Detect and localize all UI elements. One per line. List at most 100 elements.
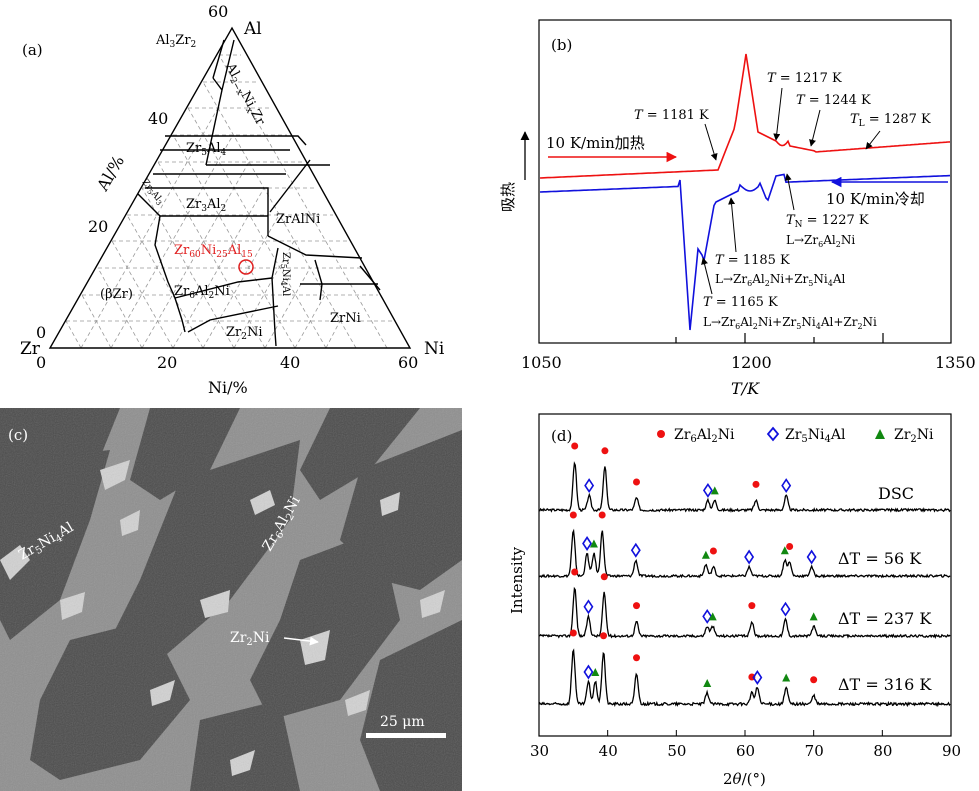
xrd-marker-3-4 bbox=[633, 654, 641, 662]
xrd-x-ticks: 30 40 50 60 70 80 90 bbox=[530, 730, 961, 760]
ann-1181-arrow bbox=[704, 123, 718, 161]
xrd-marker-0-1 bbox=[584, 478, 595, 494]
phase-zr5ni4al: Zr5Ni4Al bbox=[279, 252, 291, 296]
ann-1165-reaction: L→Zr6Al2Ni+Zr5Ni4Al+Zr2Ni bbox=[703, 315, 877, 331]
sem-phase-zr2ni: Zr2Ni bbox=[230, 630, 270, 648]
vertex-zr: Zr bbox=[20, 339, 41, 359]
xrd-curve-2 bbox=[538, 586, 951, 639]
ann-1165: T = 1165 K bbox=[703, 295, 778, 310]
sem-texture bbox=[0, 408, 462, 791]
phase-bzr: (βZr) bbox=[100, 287, 133, 302]
xrd-marker-3-1 bbox=[583, 664, 594, 680]
legend-zr6al2ni: Zr6Al2Ni bbox=[674, 427, 735, 445]
alloy-label: Zr60Ni25Al15 bbox=[174, 243, 253, 260]
xrd-marker-2-6 bbox=[748, 602, 756, 610]
xrd-marker-2-8 bbox=[809, 612, 818, 621]
ann-1181: T = 1181 K bbox=[634, 108, 709, 123]
phase-zr3al2: Zr3Al2 bbox=[186, 197, 226, 214]
series-label-237k: ΔT = 237 K bbox=[838, 609, 932, 628]
series-label-316k: ΔT = 316 K bbox=[838, 675, 932, 694]
scale-label: 25 μm bbox=[380, 714, 425, 730]
xrd-marker-2-4 bbox=[702, 608, 713, 624]
phase-zr5al3: Zr5Al3 bbox=[139, 178, 165, 208]
xrd-marker-1-1 bbox=[582, 536, 593, 551]
ann-1185: T = 1185 K bbox=[715, 253, 790, 268]
ann-1244-arrow bbox=[809, 109, 821, 147]
sem-zr2ni-arrow bbox=[283, 636, 319, 646]
ann-tl-arrow bbox=[865, 130, 881, 150]
xrd-marker-1-2 bbox=[589, 539, 598, 548]
xrd-marker-3-5 bbox=[703, 679, 712, 687]
xrd-marker-2-2 bbox=[600, 573, 608, 581]
xrd-marker-1-3 bbox=[598, 511, 606, 519]
cooling-curve bbox=[539, 173, 951, 331]
xrd-marker-1-9 bbox=[786, 543, 794, 550]
xrd-marker-0-0 bbox=[571, 442, 579, 450]
ann-1185-reaction: L→Zr6Al2Ni+Zr5Ni4Al bbox=[715, 272, 845, 288]
xrd-marker-1-10 bbox=[806, 549, 817, 565]
xrd-tick-label-60: 60 bbox=[736, 742, 755, 760]
series-label-56k: ΔT = 56 K bbox=[838, 549, 922, 568]
panel-d: (d) 30 40 50 60 70 80 90 Intensity 2θ/(°) Zr6A… bbox=[508, 413, 961, 788]
xrd-marker-1-4 bbox=[630, 542, 641, 558]
ann-tn: TN = 1227 K bbox=[786, 213, 869, 230]
panel-d-label: (d) bbox=[551, 427, 572, 445]
ann-tn-arrow bbox=[784, 173, 795, 211]
heating-label: 10 K/min加热 bbox=[546, 134, 645, 152]
ann-tl: TL = 1287 K bbox=[850, 112, 931, 129]
xrd-curve-3 bbox=[538, 648, 951, 708]
xrd-marker-0-6 bbox=[752, 480, 760, 488]
phase-al2xnixzr: Al2−xNixZr bbox=[220, 60, 268, 129]
legend-marker-zr5ni4al bbox=[766, 426, 780, 442]
dsc-tick-1350: 1350 bbox=[935, 353, 976, 372]
xrd-marker-3-9 bbox=[810, 676, 818, 684]
xrd-tick-label-80: 80 bbox=[873, 742, 892, 760]
phase-al3zr2: Al3Zr2 bbox=[155, 33, 196, 50]
xrd-curve-0 bbox=[538, 461, 951, 513]
heating-curve bbox=[539, 53, 951, 179]
xrd-tick-label-40: 40 bbox=[599, 742, 618, 760]
xrd-marker-2-5 bbox=[708, 612, 717, 621]
dsc-x-ticks bbox=[675, 333, 884, 343]
phase-zr2ni: Zr2Ni bbox=[226, 325, 263, 342]
ann-tn-reaction: L→Zr6Al2Ni bbox=[786, 233, 855, 249]
scale-bar bbox=[366, 733, 446, 738]
xrd-marker-0-7 bbox=[781, 478, 792, 494]
legend-zr2ni: Zr2Ni bbox=[894, 427, 934, 445]
ni-tick-20: 20 bbox=[157, 353, 177, 372]
xrd-marker-3-0 bbox=[569, 629, 577, 637]
ni-tick-0: 0 bbox=[36, 353, 46, 372]
xrd-tick-label-90: 90 bbox=[942, 742, 961, 760]
ni-tick-40: 40 bbox=[280, 353, 300, 372]
ann-1165-arrow bbox=[701, 257, 713, 295]
xrd-marker-0-5 bbox=[710, 486, 719, 495]
legend-marker-zr6al2ni bbox=[657, 430, 665, 438]
xrd-marker-2-7 bbox=[780, 601, 791, 617]
xrd-marker-3-7 bbox=[752, 670, 763, 685]
vertex-al: Al bbox=[243, 19, 262, 39]
xrd-tick-label-70: 70 bbox=[805, 742, 824, 760]
panel-c: (c) Zr5Ni4Al Zr6Al2Ni Zr2Ni 25 μm bbox=[0, 408, 462, 791]
alloy-marker bbox=[238, 259, 254, 275]
dsc-tick-1200: 1200 bbox=[731, 353, 772, 372]
legend-marker-zr2ni bbox=[875, 429, 885, 439]
xrd-curve-1 bbox=[538, 528, 951, 579]
phase-zrni: ZrNi bbox=[330, 311, 361, 326]
al-tick-20: 20 bbox=[88, 217, 108, 236]
series-label-dsc: DSC bbox=[878, 484, 914, 503]
panel-c-label: (c) bbox=[8, 426, 28, 444]
xrd-marker-1-8 bbox=[780, 546, 789, 555]
ann-1217-arrow bbox=[773, 87, 783, 141]
ni-axis-label: Ni/% bbox=[208, 378, 248, 397]
panel-a: (a) bbox=[20, 2, 445, 397]
vertex-ni: Ni bbox=[424, 339, 445, 359]
panel-b-label: (b) bbox=[551, 36, 572, 54]
xrd-marker-1-5 bbox=[701, 550, 710, 559]
al-axis-label: Al/% bbox=[93, 152, 129, 195]
xrd-marker-2-3 bbox=[633, 602, 641, 610]
ternary-grid bbox=[65, 54, 394, 349]
dsc-y-label: 吸热 bbox=[499, 182, 517, 212]
xrd-y-label: Intensity bbox=[508, 546, 526, 614]
xrd-marker-1-0 bbox=[569, 511, 577, 519]
